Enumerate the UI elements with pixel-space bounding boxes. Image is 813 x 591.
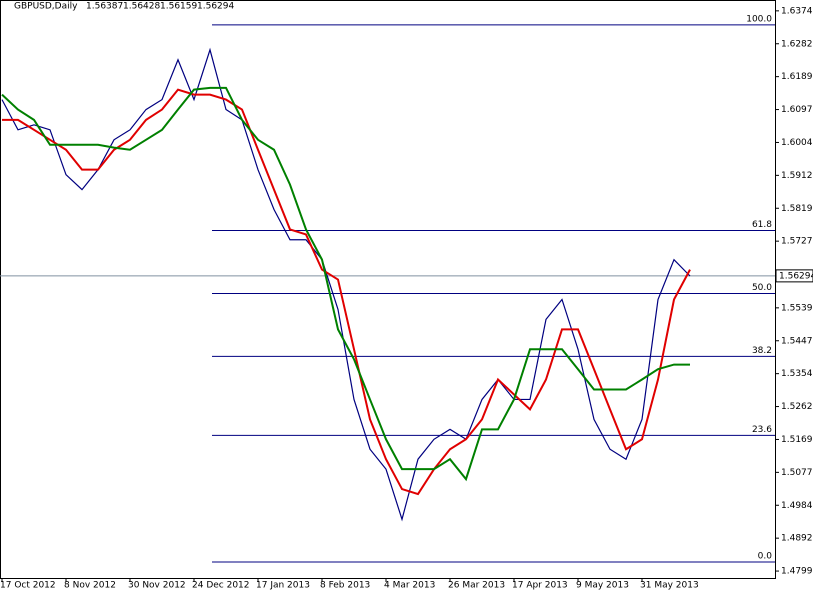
header: GBPUSD,Daily 1.56387 1.56428 1.56159 1.5… (14, 2, 234, 12)
ohlc-open: 1.56387 (86, 2, 123, 12)
y-tick-label: 1.54470 (781, 336, 813, 346)
fib-label: 61.8 (752, 220, 772, 230)
ohlc-close: 1.56294 (197, 2, 234, 12)
x-tick-label: 8 Feb 2013 (320, 581, 370, 591)
y-tick-label: 1.62820 (781, 39, 813, 49)
y-tick-label: 1.49845 (781, 501, 813, 511)
y-tick-label: 1.63745 (781, 6, 813, 16)
fib-label: 23.6 (752, 425, 772, 435)
y-tick-label: 1.55395 (781, 303, 813, 313)
y-tick-label: 1.57270 (781, 237, 813, 247)
fib-label: 0.0 (758, 551, 773, 561)
chart-title: GBPUSD,Daily (14, 2, 78, 12)
x-tick-label: 8 Nov 2012 (64, 581, 116, 591)
series-line (1, 86, 690, 482)
x-tick-label: 17 Oct 2012 (0, 581, 56, 591)
x-tick-label: 26 Mar 2013 (448, 581, 505, 591)
x-tick-label: 30 Nov 2012 (128, 581, 186, 591)
y-tick-label: 1.52620 (781, 402, 813, 412)
x-tick-label: 31 May 2013 (640, 581, 699, 591)
x-tick-label: 17 Apr 2013 (512, 581, 568, 591)
x-tick-label: 4 Mar 2013 (384, 581, 435, 591)
x-tick-label: 24 Dec 2012 (192, 581, 250, 591)
fib-label: 100.0 (746, 14, 772, 24)
y-tick-label: 1.59120 (781, 171, 813, 181)
y-tick-label: 1.60970 (781, 105, 813, 115)
fib-label: 38.2 (752, 346, 772, 356)
series-line (1, 47, 691, 522)
ohlc-low: 1.56159 (160, 2, 197, 12)
fib-label: 50.0 (752, 283, 772, 293)
current-price-box (775, 269, 813, 283)
ohlc-high: 1.56428 (123, 2, 160, 12)
y-tick-label: 1.53545 (781, 369, 813, 379)
plot-frame (0, 0, 776, 579)
current-price-label: 1.56294 (779, 271, 813, 281)
y-tick-label: 1.58195 (781, 204, 813, 214)
y-tick-label: 1.61895 (781, 72, 813, 82)
y-tick-label: 1.60045 (781, 138, 813, 148)
x-tick-label: 17 Jan 2013 (256, 581, 310, 591)
y-tick-label: 1.48920 (781, 534, 813, 544)
y-tick-label: 1.50770 (781, 468, 813, 478)
x-tick-label: 9 May 2013 (576, 581, 629, 591)
y-tick-label: 1.51695 (781, 435, 813, 445)
y-tick-label: 1.47995 (781, 567, 813, 577)
